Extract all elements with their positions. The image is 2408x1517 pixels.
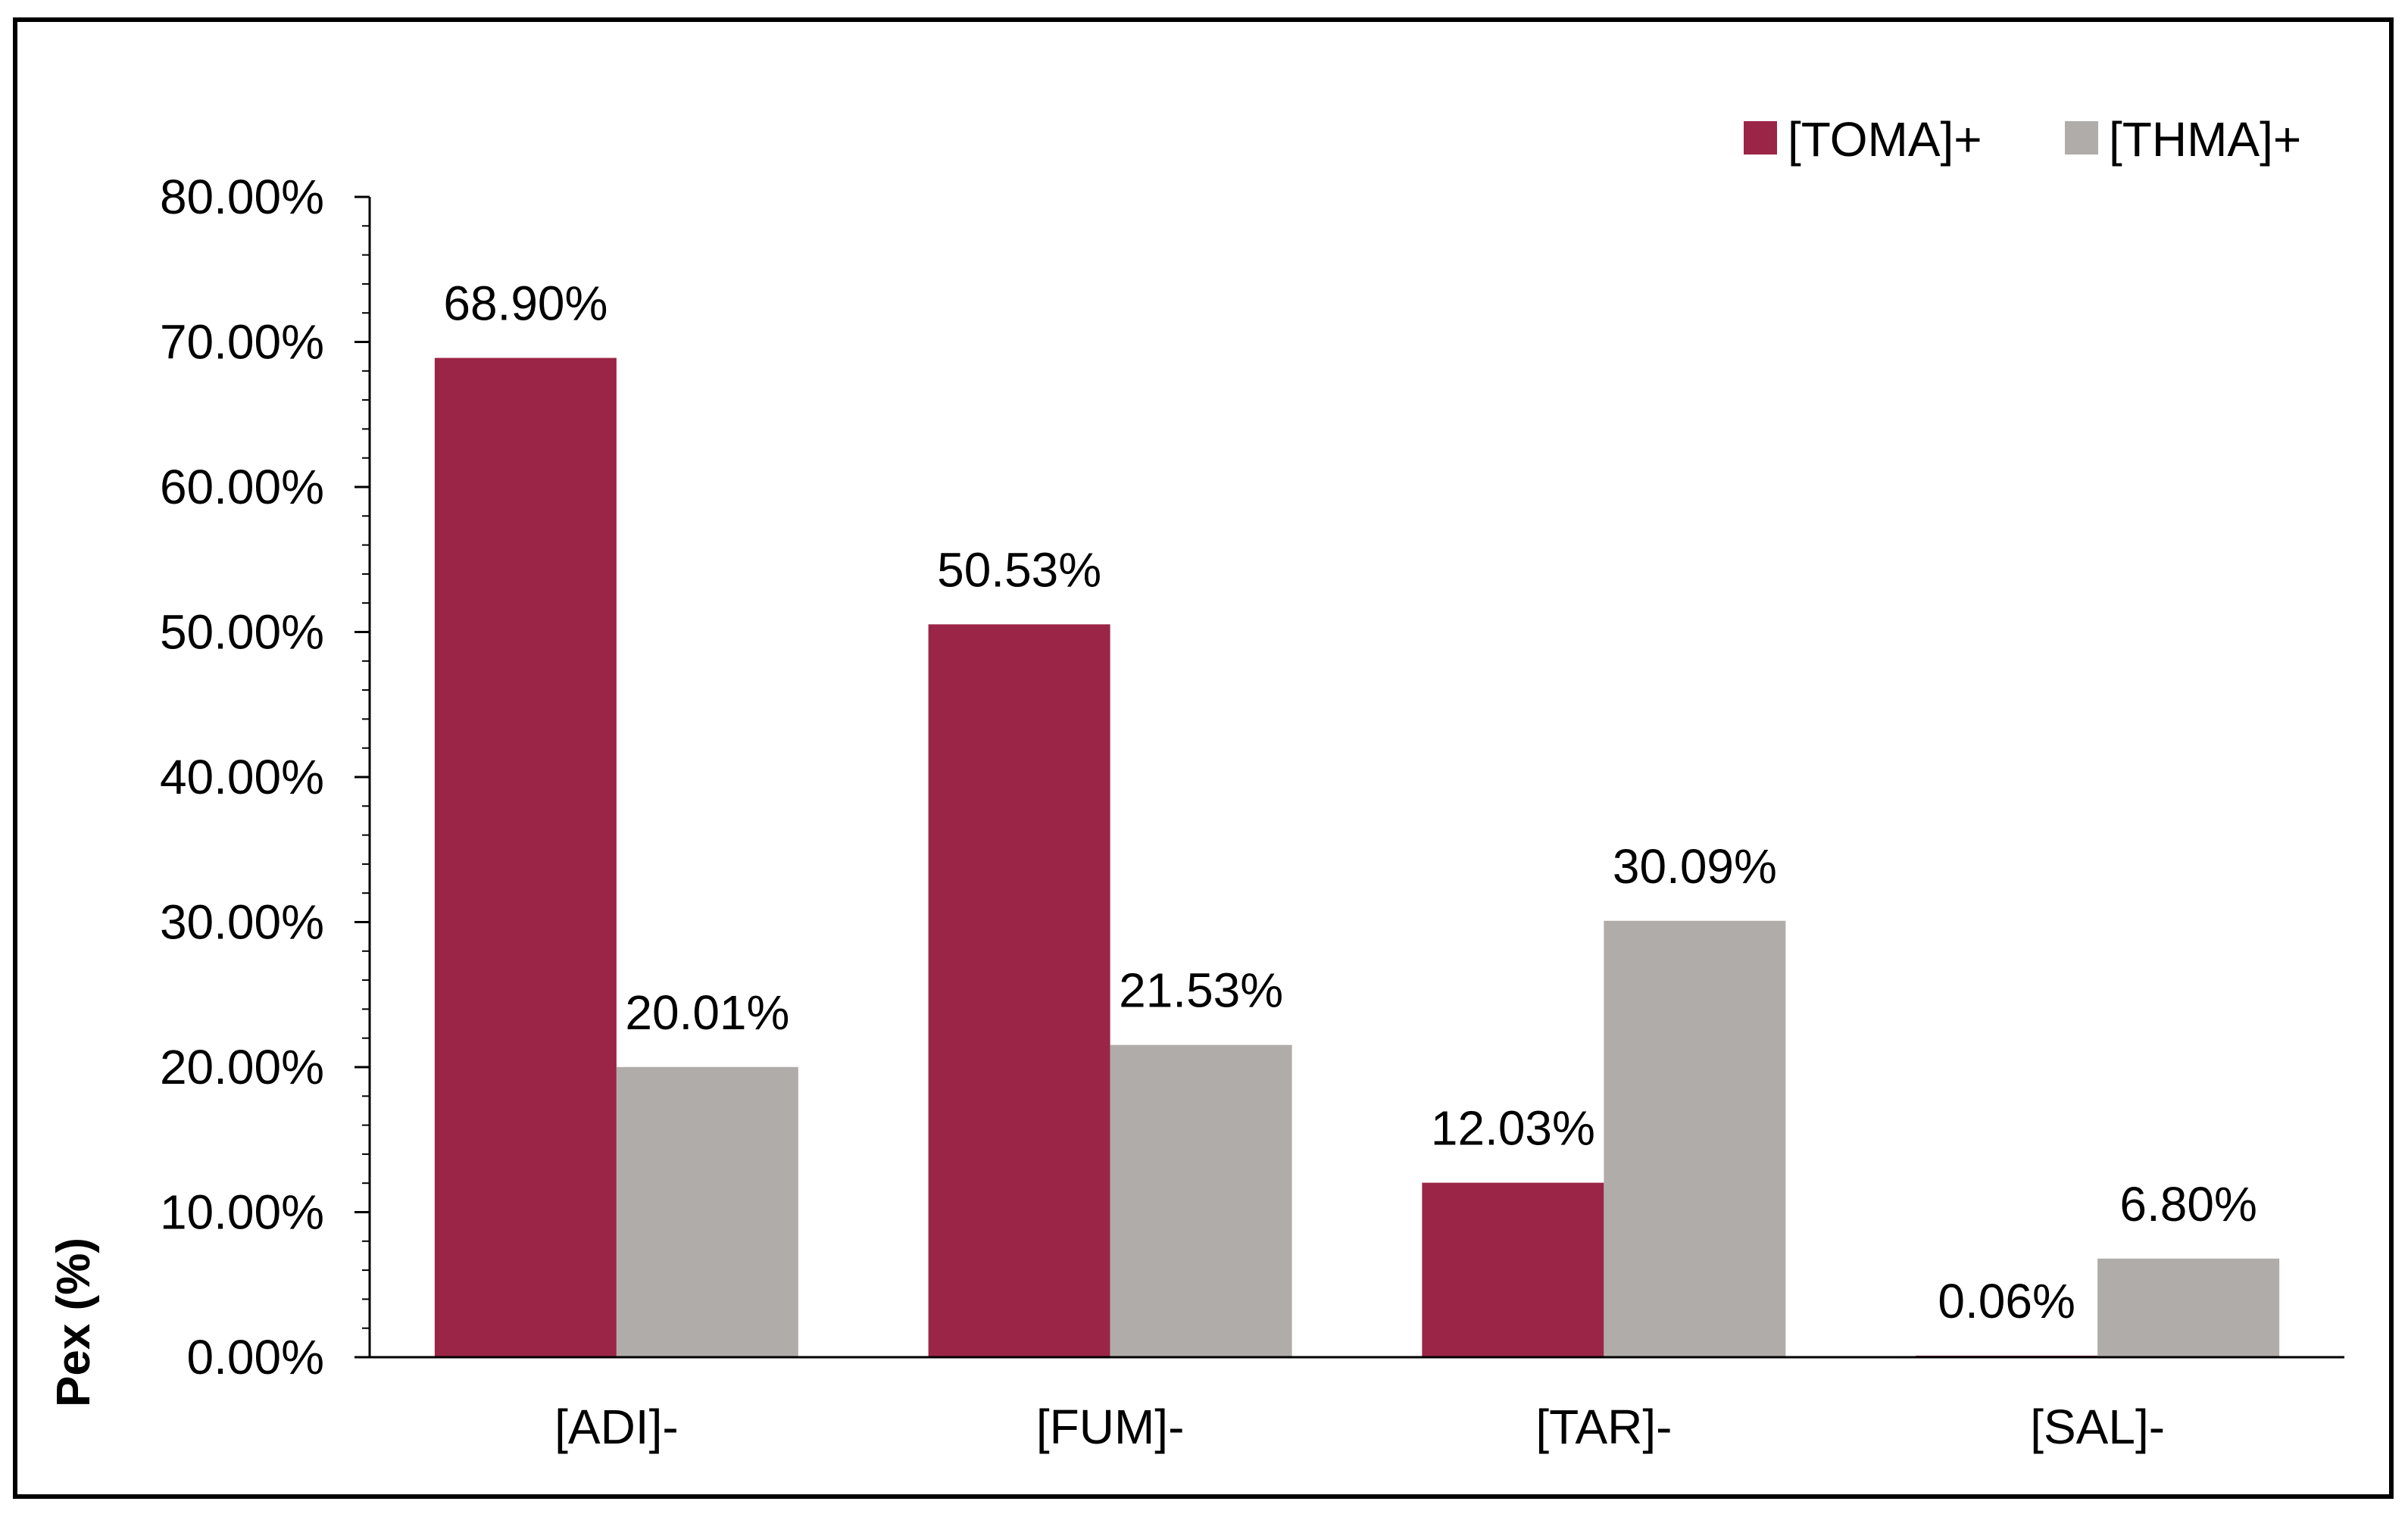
bar [616, 1066, 798, 1357]
x-category-label: [SAL]- [2030, 1400, 2165, 1454]
y-tick-label: 40.00% [160, 750, 324, 804]
data-label: 50.53% [937, 542, 1101, 597]
bar [1604, 920, 1786, 1357]
bar [1422, 1182, 1604, 1357]
y-tick-label: 70.00% [160, 315, 324, 370]
bar [434, 357, 617, 1358]
x-axis: [ADI]- [FUM]- [TAR]- [SAL]- [370, 1356, 2344, 1454]
bars [434, 357, 2280, 1358]
data-label: 30.09% [1613, 839, 1777, 894]
data-label: 68.90% [443, 276, 607, 331]
legend-label: [THMA]+ [2109, 112, 2301, 167]
legend-label: [TOMA]+ [1788, 112, 1982, 167]
bar [1110, 1044, 1292, 1357]
x-category-label: [FUM]- [1036, 1400, 1185, 1454]
data-label: 20.01% [625, 985, 789, 1040]
bar [2097, 1258, 2280, 1357]
x-category-label: [ADI]- [554, 1400, 679, 1454]
y-axis: 0.00% 10.00% 20.00% 30.00% 40.00% 50.00% 60.00… [160, 170, 371, 1384]
data-labels: 68.90% 20.01% 50.53% 21.53% 12.03% 30.09% 0.06… [443, 276, 2257, 1328]
y-tick-label: 10.00% [160, 1185, 324, 1240]
data-label: 21.53% [1119, 963, 1283, 1018]
y-tick-label: 0.00% [187, 1330, 324, 1384]
legend: [TOMA]+ [THMA]+ [1744, 112, 2301, 167]
y-tick-label: 80.00% [160, 170, 324, 224]
legend-swatch [1744, 121, 1777, 155]
x-category-label: [TAR]- [1535, 1400, 1672, 1454]
data-label: 12.03% [1431, 1101, 1595, 1156]
legend-swatch [2065, 121, 2098, 155]
data-label: 0.06% [1938, 1274, 2075, 1328]
data-label: 6.80% [2119, 1177, 2257, 1231]
y-tick-label: 60.00% [160, 460, 324, 514]
bar [928, 624, 1110, 1357]
y-axis-title: Pex (%) [48, 1238, 100, 1407]
y-tick-label: 30.00% [160, 895, 324, 950]
y-tick-label: 50.00% [160, 605, 324, 660]
y-tick-label: 20.00% [160, 1040, 324, 1094]
